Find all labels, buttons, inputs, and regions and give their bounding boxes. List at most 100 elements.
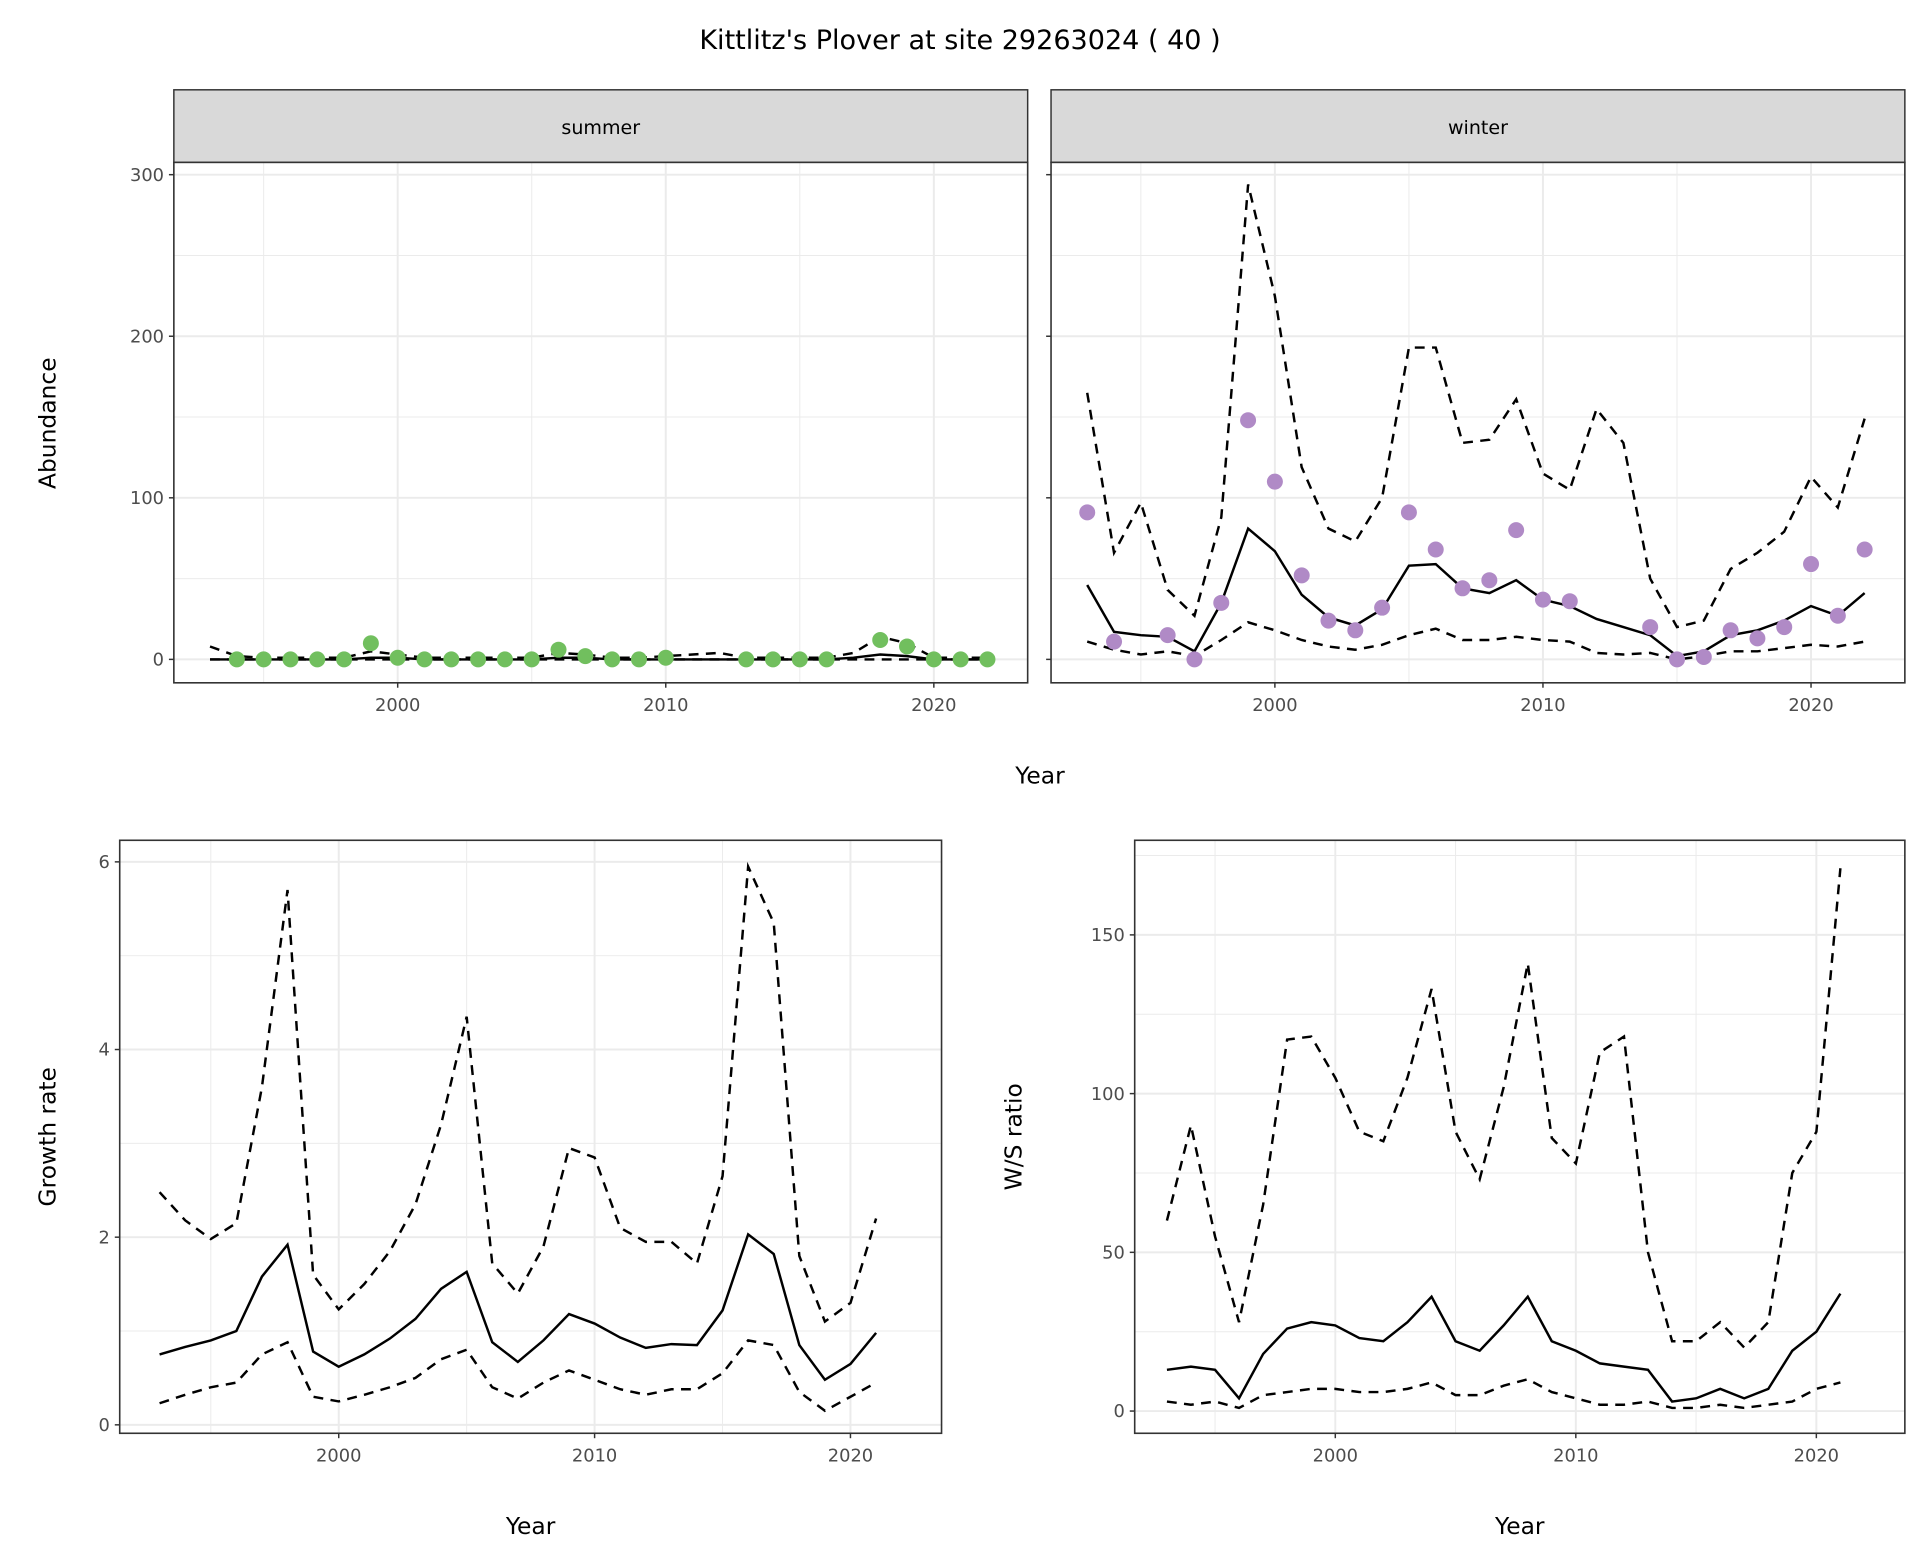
strip-summer — [173, 89, 1029, 164]
y-tick-label: 2 — [99, 1227, 110, 1248]
y-tick-label: 50 — [1102, 1242, 1125, 1263]
upper-ci-line — [158, 861, 878, 1324]
plot-border — [118, 839, 943, 1435]
chart-title: Kittlitz's Plover at site 29263024 ( 40 … — [699, 25, 1220, 56]
panel-ws-ratio: 0 50 100 150 2000 2010 2020 — [1091, 839, 1906, 1467]
data-point — [1776, 619, 1793, 636]
plot-background — [119, 840, 942, 1434]
panel-summer: summer 0 100 200 300 2000 2010 2020 — [130, 89, 1029, 716]
data-point — [1454, 580, 1471, 597]
mean-line — [1166, 1292, 1842, 1403]
data-point — [523, 651, 540, 668]
data-point — [470, 651, 487, 668]
x-tick-label: 2010 — [1553, 1446, 1598, 1467]
data-point — [255, 651, 272, 668]
plot-border — [1050, 161, 1906, 684]
data-point — [496, 651, 513, 668]
x-tick-label: 2020 — [911, 695, 956, 716]
data-point — [416, 651, 433, 668]
data-point — [1186, 651, 1203, 668]
data-point — [952, 651, 969, 668]
x-tick-label: 2020 — [1788, 695, 1833, 716]
x-tick-label: 2010 — [643, 695, 688, 716]
upper-ci-line — [1085, 184, 1866, 629]
y-tick-label: 300 — [130, 165, 164, 186]
strip-label-summer: summer — [561, 117, 640, 139]
y-axis-title-ws: W/S ratio — [1000, 1083, 1028, 1190]
plot-border — [1133, 839, 1906, 1435]
data-point — [1266, 473, 1283, 490]
data-point — [1079, 504, 1096, 521]
mean-line — [159, 1232, 878, 1382]
plot-background — [1051, 162, 1905, 683]
lower-ci-line — [1166, 1377, 1841, 1410]
data-point — [1106, 633, 1123, 650]
plot-area-winter: 2000 2010 2020 — [1046, 161, 1906, 716]
data-point — [1856, 541, 1873, 558]
data-point — [604, 651, 621, 668]
y-tick-label: 150 — [1091, 925, 1125, 946]
data-point — [791, 651, 808, 668]
data-point — [1481, 572, 1498, 589]
data-point — [1642, 619, 1659, 636]
data-point — [1347, 622, 1364, 639]
data-point — [1561, 593, 1578, 610]
upper-ci-line — [1165, 868, 1842, 1350]
strip-label-winter: winter — [1448, 117, 1508, 139]
data-point — [1293, 567, 1310, 584]
y-tick-label: 4 — [99, 1040, 110, 1061]
data-point — [764, 651, 781, 668]
data-point — [899, 638, 916, 655]
data-point — [443, 651, 460, 668]
data-point — [389, 649, 406, 666]
x-tick-label: 2000 — [1313, 1446, 1358, 1467]
y-tick-label: 0 — [99, 1415, 110, 1436]
x-tick-label: 2020 — [828, 1446, 873, 1467]
data-point — [1374, 599, 1391, 616]
data-point — [336, 651, 353, 668]
plot-background — [1134, 840, 1905, 1434]
data-point — [577, 648, 594, 665]
data-point — [925, 651, 942, 668]
y-tick-label: 6 — [99, 852, 110, 873]
panel-growth-rate: 0 2 4 6 2000 2010 2020 — [99, 839, 943, 1467]
data-point — [228, 651, 245, 668]
data-point — [1427, 541, 1444, 558]
data-point — [979, 651, 996, 668]
x-tick-label: 2010 — [572, 1446, 617, 1467]
data-point — [1534, 591, 1551, 608]
data-point — [309, 651, 326, 668]
x-tick-label: 2000 — [1252, 695, 1297, 716]
x-axis-title-top: Year — [1014, 762, 1065, 790]
data-point — [1829, 607, 1846, 624]
plot-border — [173, 161, 1029, 684]
plot-background — [173, 162, 1028, 683]
data-point — [1749, 630, 1766, 647]
strip-winter — [1050, 89, 1906, 164]
data-point — [1320, 612, 1337, 629]
plot-area-growth-rate: 0 2 4 6 2000 2010 2020 — [99, 839, 943, 1467]
data-point — [1508, 522, 1525, 539]
data-point — [362, 635, 379, 652]
data-point — [1722, 622, 1739, 639]
plot-area-summer: 0 100 200 300 2000 2010 2020 — [130, 161, 1029, 716]
x-tick-label: 2010 — [1520, 695, 1565, 716]
data-point — [630, 651, 647, 668]
x-tick-label: 2020 — [1794, 1446, 1839, 1467]
data-point — [1159, 627, 1176, 644]
panel-winter: winter 2000 2010 2020 — [1046, 89, 1906, 716]
y-tick-label: 100 — [1091, 1084, 1125, 1105]
data-point — [872, 631, 889, 648]
data-point — [657, 649, 674, 666]
data-point — [818, 651, 835, 668]
y-axis-title-growth: Growth rate — [34, 1067, 62, 1206]
data-point — [1668, 651, 1685, 668]
x-tick-label: 2000 — [316, 1446, 361, 1467]
y-tick-label: 0 — [153, 650, 164, 671]
y-tick-label: 100 — [130, 488, 164, 509]
data-point — [1240, 412, 1257, 429]
lower-ci-line — [1086, 620, 1865, 661]
data-point — [282, 651, 299, 668]
data-point — [550, 641, 567, 658]
